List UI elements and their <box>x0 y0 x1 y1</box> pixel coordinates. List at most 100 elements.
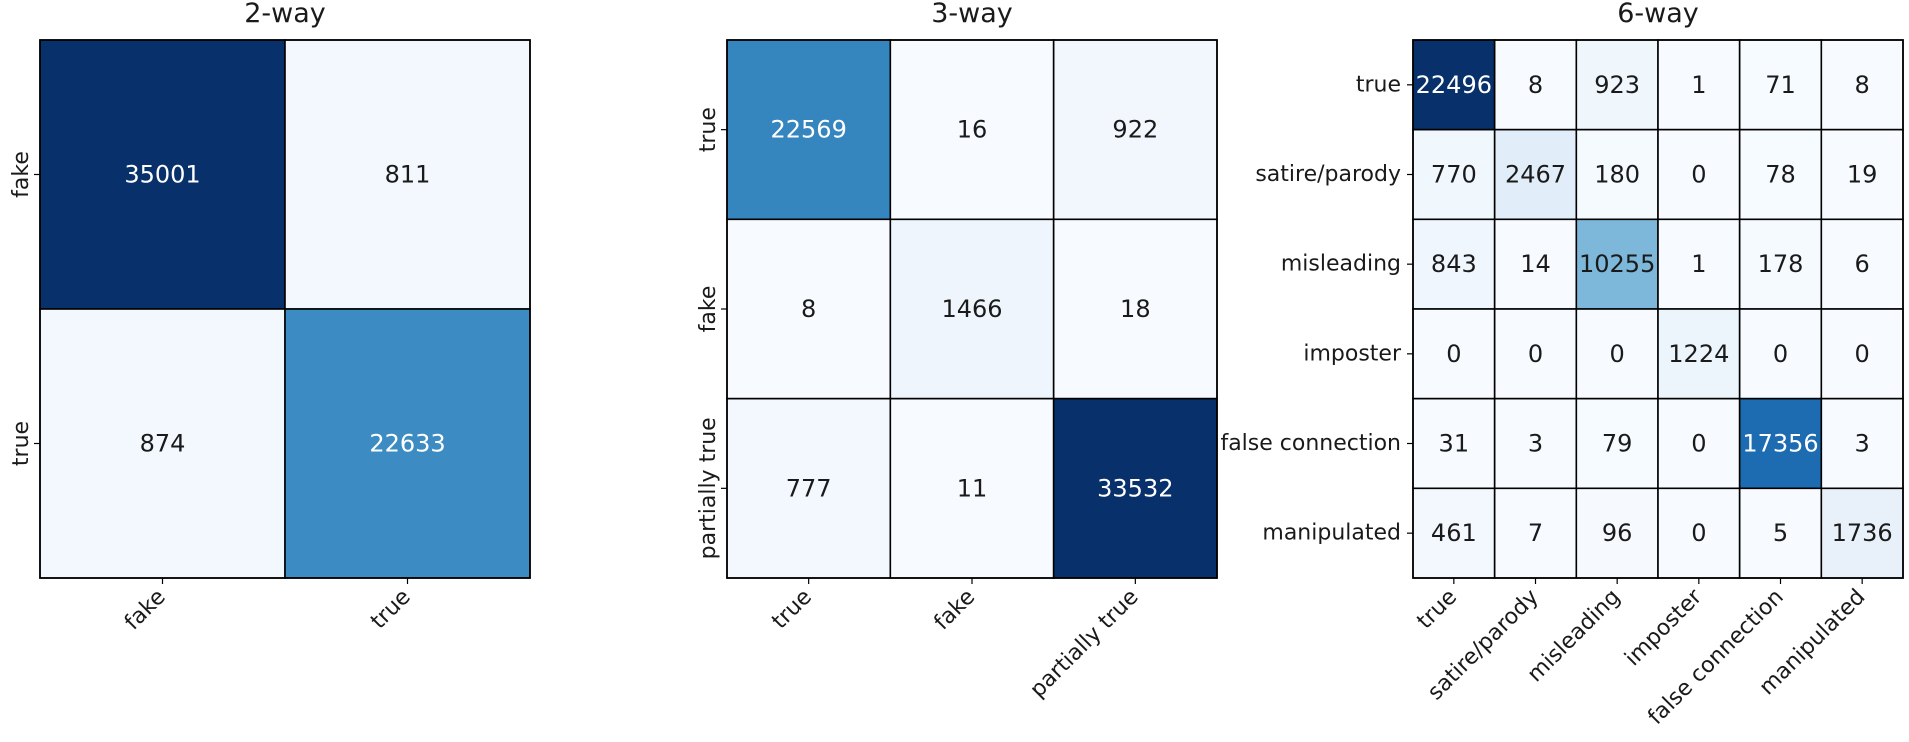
heatmap-cell <box>889 397 1055 579</box>
cell-value-label: 18 <box>1120 295 1151 323</box>
plot-frame <box>1412 39 1904 579</box>
cell-value-label: 7 <box>1528 519 1543 547</box>
cell-value-label: 1 <box>1691 71 1706 99</box>
heatmap-cell <box>1412 218 1496 310</box>
heatmap-cell <box>1820 397 1904 490</box>
chart-title: 2-way <box>244 0 326 29</box>
cell-value-label: 0 <box>1691 430 1706 458</box>
y-tick-label-true: true <box>1356 72 1401 97</box>
heatmap-cell <box>1738 397 1823 490</box>
cell-value-label: 10255 <box>1579 250 1655 278</box>
heatmap-cell <box>1052 397 1218 579</box>
heatmap-cell <box>284 308 531 579</box>
y-tick-label-manipulated: manipulated <box>1262 521 1401 546</box>
heatmap-cell <box>1493 218 1578 310</box>
cell-value-label: 811 <box>385 161 431 189</box>
x-tick-label-true: true <box>366 585 416 635</box>
y-tick-label-true: true <box>9 421 34 466</box>
heatmap-cell <box>1412 397 1496 490</box>
cell-value-label: 6 <box>1855 250 1870 278</box>
heatmap-cell <box>39 39 286 310</box>
cell-value-label: 22569 <box>770 116 846 144</box>
heatmap-cell <box>1657 128 1741 221</box>
cell-value-label: 180 <box>1594 161 1640 189</box>
heatmap-cell <box>1493 487 1578 579</box>
cell-value-label: 79 <box>1602 430 1633 458</box>
heatmap-cell <box>1820 128 1904 221</box>
y-tick-label-fake: fake <box>9 151 34 198</box>
cell-value-label: 19 <box>1847 161 1878 189</box>
cell-value-label: 0 <box>1855 340 1870 368</box>
cell-value-label: 78 <box>1765 161 1796 189</box>
x-tick-label-true: true <box>1412 585 1462 635</box>
cell-value-label: 0 <box>1528 340 1543 368</box>
heatmap-cell <box>1575 487 1659 579</box>
cell-value-label: 922 <box>1112 116 1158 144</box>
heatmap-cell <box>889 218 1055 400</box>
heatmap-cell <box>1820 308 1904 400</box>
heatmap-cell <box>1493 397 1578 490</box>
y-tick-label-false-connection: false connection <box>1220 431 1401 456</box>
cell-value-label: 31 <box>1439 430 1470 458</box>
cell-value-label: 11 <box>957 474 988 502</box>
cell-value-label: 8 <box>801 295 816 323</box>
cell-value-label: 33532 <box>1097 474 1173 502</box>
cell-value-label: 14 <box>1520 250 1551 278</box>
heatmap-cell <box>1575 39 1659 131</box>
y-tick-label-misleading: misleading <box>1281 252 1401 277</box>
cell-value-label: 1466 <box>941 295 1002 323</box>
cell-value-label: 0 <box>1773 340 1788 368</box>
cell-value-label: 0 <box>1691 519 1706 547</box>
panel-3-way: 22569 16 922 8 1466 18 777 11 33532 3-way true fake… <box>696 0 1218 703</box>
cell-value-label: 2467 <box>1505 161 1566 189</box>
y-tick-label-partially-true: partially true <box>696 417 721 559</box>
cell-value-label: 71 <box>1765 71 1796 99</box>
heatmap-cell <box>1820 487 1904 579</box>
heatmap-cell <box>1493 308 1578 400</box>
chart-title: 6-way <box>1617 0 1699 29</box>
x-tick-label-fake: fake <box>930 585 981 636</box>
panel-6-way: 22496 8 923 1 71 8 770 2467 180 0 78 19 843 14 10255 1 1… <box>1220 0 1904 730</box>
cell-value-label: 35001 <box>124 161 200 189</box>
cell-value-label: 8 <box>1855 71 1870 99</box>
y-tick-label-satire-parody: satire/parody <box>1255 162 1401 187</box>
heatmap-cell <box>1738 218 1823 310</box>
x-tick-label-true: true <box>767 585 817 635</box>
heatmap-cell <box>726 39 892 221</box>
cell-value-label: 1 <box>1691 250 1706 278</box>
chart-title: 3-way <box>931 0 1013 29</box>
y-tick-label-imposter: imposter <box>1303 341 1402 366</box>
panel-2-way: 35001 811 874 22633 2-way fake true fake true <box>9 0 531 636</box>
x-tick-label-fake: fake <box>120 585 171 636</box>
cell-value-label: 22633 <box>369 430 445 458</box>
heatmap-cell <box>39 308 286 579</box>
heatmap-cell <box>284 39 531 310</box>
cell-value-label: 3 <box>1855 430 1870 458</box>
cell-value-label: 0 <box>1691 161 1706 189</box>
cell-value-label: 178 <box>1758 250 1804 278</box>
heatmap-cell <box>1052 39 1218 221</box>
cell-value-label: 1224 <box>1668 340 1729 368</box>
heatmap-cell <box>1412 308 1496 400</box>
cell-value-label: 923 <box>1594 71 1640 99</box>
cell-value-label: 3 <box>1528 430 1543 458</box>
x-tick-label-imposter: imposter <box>1620 584 1707 671</box>
cell-value-label: 1736 <box>1832 519 1893 547</box>
y-tick-label-fake: fake <box>696 286 721 333</box>
cell-value-label: 770 <box>1431 161 1477 189</box>
heatmap-cell <box>1052 218 1218 400</box>
heatmap-cell <box>1657 218 1741 310</box>
heatmap-cell <box>1657 487 1741 579</box>
plot-frame <box>39 39 531 579</box>
cell-value-label: 777 <box>786 474 832 502</box>
heatmap-cell <box>1657 39 1741 131</box>
heatmap-cell <box>1738 128 1823 221</box>
cell-value-label: 843 <box>1431 250 1477 278</box>
x-tick-label-false-connection: false connection <box>1643 585 1788 730</box>
cell-value-label: 16 <box>957 116 988 144</box>
cell-value-label: 5 <box>1773 519 1788 547</box>
x-tick-label-partially-true: partially true <box>1025 585 1143 703</box>
cell-value-label: 874 <box>140 430 186 458</box>
cell-value-label: 461 <box>1431 519 1477 547</box>
